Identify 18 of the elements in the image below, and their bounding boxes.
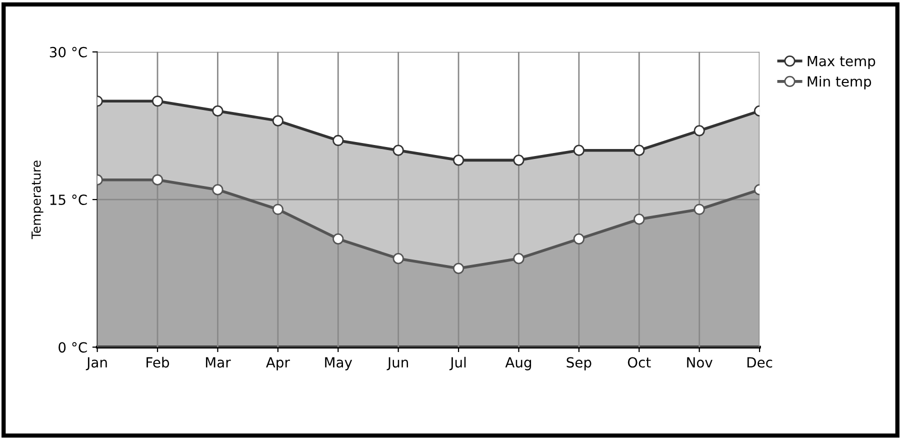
x-tick-label: Dec [747, 357, 772, 368]
x-tick-label: May [325, 357, 352, 370]
x-tick-label: Nov [687, 357, 712, 368]
y-tick-label: 30 °C [50, 46, 87, 58]
x-tick-label: Jan [86, 357, 107, 370]
legend-label: Max temp [808, 56, 876, 70]
x-tick-label: Jun [386, 357, 408, 370]
y-tick-label: 15 °C [50, 194, 87, 206]
y-axis-title: Temperature [32, 160, 44, 240]
x-tick-label: Oct [628, 357, 651, 368]
x-tick-label: Apr [266, 357, 290, 370]
x-tick-label: Aug [505, 357, 532, 370]
x-tick-label: Sep [566, 357, 592, 370]
x-tick-label: Feb [146, 356, 170, 368]
y-tick-label: 0 °C [58, 342, 87, 353]
x-tick-label: Jul [449, 356, 466, 370]
legend-label: Min temp [808, 76, 872, 90]
x-tick-label: Mar [206, 357, 231, 368]
